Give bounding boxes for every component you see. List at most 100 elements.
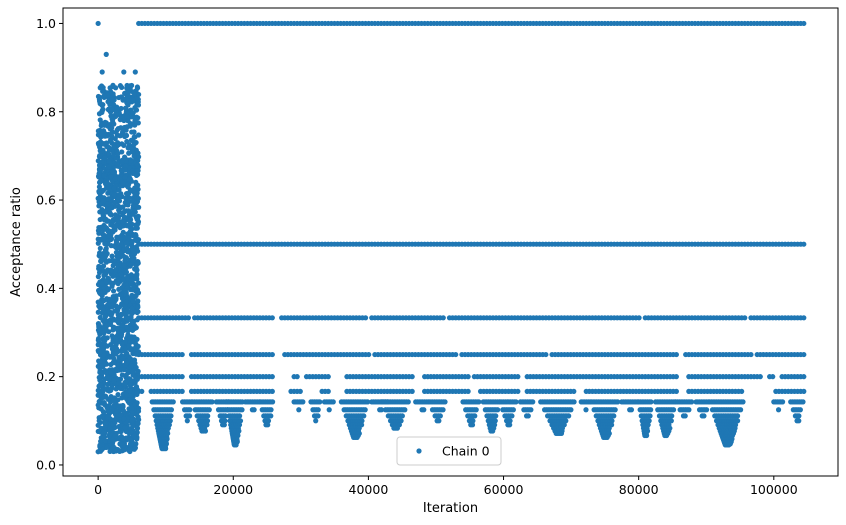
data-point bbox=[132, 185, 138, 191]
data-point bbox=[99, 206, 105, 213]
data-point bbox=[402, 407, 408, 413]
data-point bbox=[97, 117, 103, 123]
data-point bbox=[102, 337, 108, 343]
data-point bbox=[100, 198, 106, 204]
data-point bbox=[127, 446, 134, 453]
data-point bbox=[116, 286, 122, 292]
data-point bbox=[106, 158, 112, 164]
data-point bbox=[97, 377, 103, 383]
data-point bbox=[103, 216, 109, 222]
data-point bbox=[644, 432, 650, 439]
data-point bbox=[131, 129, 137, 135]
data-point bbox=[673, 388, 679, 394]
data-point bbox=[726, 442, 732, 448]
data-point bbox=[135, 150, 141, 156]
data-point bbox=[473, 407, 479, 413]
data-point bbox=[114, 160, 120, 167]
data-point bbox=[126, 208, 132, 214]
data-point bbox=[110, 91, 116, 97]
data-point bbox=[136, 91, 142, 98]
data-point bbox=[96, 383, 102, 389]
data-point bbox=[113, 416, 119, 422]
data-point bbox=[112, 223, 119, 229]
data-point bbox=[495, 407, 501, 413]
data-point bbox=[571, 388, 577, 394]
data-point bbox=[673, 374, 679, 380]
data-point bbox=[116, 207, 122, 213]
data-point bbox=[119, 326, 125, 333]
data-point bbox=[184, 418, 190, 424]
data-point bbox=[95, 140, 102, 146]
data-point bbox=[409, 388, 415, 394]
data-point bbox=[108, 222, 114, 228]
data-point bbox=[102, 438, 108, 444]
data-point bbox=[97, 152, 103, 159]
data-point bbox=[187, 407, 193, 413]
y-axis-label: Acceptance ratio bbox=[9, 187, 24, 297]
data-point bbox=[269, 315, 275, 321]
data-point bbox=[116, 380, 122, 386]
data-point bbox=[399, 413, 405, 419]
data-point bbox=[105, 228, 111, 235]
data-point bbox=[170, 399, 176, 405]
data-point bbox=[139, 388, 145, 394]
data-point bbox=[102, 247, 109, 253]
data-point bbox=[129, 327, 136, 333]
data-point bbox=[111, 356, 117, 362]
data-point bbox=[97, 264, 103, 270]
data-point bbox=[689, 399, 695, 405]
data-point bbox=[206, 407, 212, 413]
data-point bbox=[111, 397, 117, 403]
data-point bbox=[703, 407, 710, 413]
data-point bbox=[115, 215, 121, 222]
data-point bbox=[133, 351, 139, 357]
data-point bbox=[122, 235, 128, 241]
data-point bbox=[121, 447, 127, 453]
data-point bbox=[739, 388, 745, 394]
data-point bbox=[123, 360, 130, 366]
data-point bbox=[133, 214, 139, 220]
data-point bbox=[748, 351, 754, 358]
data-point bbox=[442, 399, 448, 405]
data-point bbox=[507, 422, 513, 428]
data-point bbox=[127, 219, 133, 225]
data-point bbox=[95, 20, 101, 27]
data-point bbox=[118, 311, 124, 317]
data-point bbox=[97, 349, 103, 355]
data-point bbox=[99, 293, 105, 299]
data-point bbox=[134, 317, 140, 323]
data-point bbox=[123, 435, 129, 441]
data-point bbox=[130, 423, 136, 429]
data-point bbox=[636, 315, 642, 321]
data-point bbox=[120, 218, 126, 225]
data-point bbox=[128, 381, 134, 387]
data-point bbox=[265, 422, 271, 428]
data-point bbox=[476, 399, 482, 405]
data-point bbox=[779, 399, 786, 405]
x-tick-label: 20000 bbox=[213, 482, 253, 497]
data-point bbox=[109, 129, 115, 135]
data-point bbox=[120, 407, 126, 414]
data-point bbox=[239, 407, 245, 413]
data-point bbox=[134, 85, 141, 91]
data-point bbox=[611, 413, 617, 419]
data-point bbox=[96, 322, 102, 329]
data-point bbox=[325, 388, 331, 394]
data-point bbox=[510, 407, 516, 413]
y-tick-label: 0.2 bbox=[36, 369, 56, 384]
data-point bbox=[113, 336, 119, 343]
data-point bbox=[121, 367, 127, 373]
data-point bbox=[129, 305, 135, 311]
data-point bbox=[117, 236, 124, 242]
data-point bbox=[185, 315, 192, 321]
data-point bbox=[134, 272, 140, 279]
data-point bbox=[469, 422, 476, 428]
data-point bbox=[109, 96, 115, 103]
data-point bbox=[103, 278, 109, 284]
data-point bbox=[100, 255, 106, 261]
data-point bbox=[118, 241, 124, 247]
data-point bbox=[115, 281, 121, 287]
data-point bbox=[120, 229, 126, 235]
data-point bbox=[106, 308, 112, 315]
legend: Chain 0 bbox=[396, 436, 502, 466]
